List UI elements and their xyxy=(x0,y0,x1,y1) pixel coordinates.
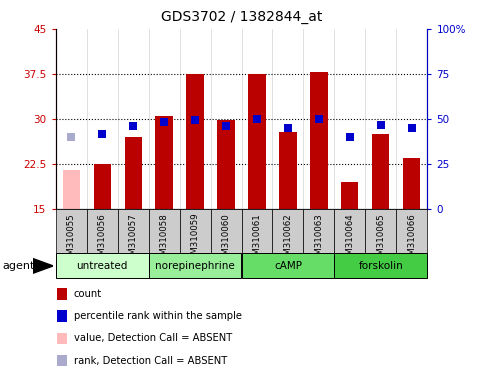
Bar xyxy=(397,209,427,253)
Bar xyxy=(242,209,272,253)
Bar xyxy=(62,170,80,209)
Text: GSM310063: GSM310063 xyxy=(314,213,324,266)
Bar xyxy=(125,137,142,209)
Bar xyxy=(334,253,427,278)
Text: GSM310057: GSM310057 xyxy=(128,213,138,266)
Text: GSM310055: GSM310055 xyxy=(67,213,75,266)
Bar xyxy=(211,209,242,253)
Bar xyxy=(303,209,334,253)
Bar xyxy=(94,164,111,209)
Text: GSM310062: GSM310062 xyxy=(284,213,293,266)
Bar xyxy=(156,116,172,209)
Text: forskolin: forskolin xyxy=(358,261,403,271)
Text: value, Detection Call = ABSENT: value, Detection Call = ABSENT xyxy=(74,333,232,343)
Bar xyxy=(117,209,149,253)
Text: count: count xyxy=(74,289,102,299)
Text: GDS3702 / 1382844_at: GDS3702 / 1382844_at xyxy=(161,10,322,23)
Text: cAMP: cAMP xyxy=(274,261,302,271)
Bar xyxy=(56,253,149,278)
Bar xyxy=(366,209,397,253)
Bar xyxy=(341,182,358,209)
Bar xyxy=(334,209,366,253)
Bar xyxy=(372,134,389,209)
Bar xyxy=(311,72,327,209)
Text: GSM310065: GSM310065 xyxy=(376,213,385,266)
Bar xyxy=(56,209,86,253)
Text: untreated: untreated xyxy=(76,261,128,271)
Text: agent: agent xyxy=(2,261,35,271)
Bar xyxy=(180,209,211,253)
Bar xyxy=(280,132,297,209)
Bar xyxy=(403,158,421,209)
Bar xyxy=(149,209,180,253)
Text: norepinephrine: norepinephrine xyxy=(155,261,235,271)
Bar xyxy=(217,120,235,209)
Text: rank, Detection Call = ABSENT: rank, Detection Call = ABSENT xyxy=(74,356,227,366)
Bar xyxy=(242,253,334,278)
Text: percentile rank within the sample: percentile rank within the sample xyxy=(74,311,242,321)
Bar xyxy=(248,74,266,209)
Text: GSM310060: GSM310060 xyxy=(222,213,230,266)
Text: GSM310061: GSM310061 xyxy=(253,213,261,266)
Polygon shape xyxy=(33,258,53,273)
Text: GSM310058: GSM310058 xyxy=(159,213,169,266)
Bar xyxy=(149,253,242,278)
Text: GSM310056: GSM310056 xyxy=(98,213,107,266)
Text: GSM310064: GSM310064 xyxy=(345,213,355,266)
Text: GSM310066: GSM310066 xyxy=(408,213,416,266)
Bar xyxy=(186,74,203,209)
Bar xyxy=(272,209,303,253)
Text: GSM310059: GSM310059 xyxy=(190,213,199,265)
Bar xyxy=(86,209,117,253)
